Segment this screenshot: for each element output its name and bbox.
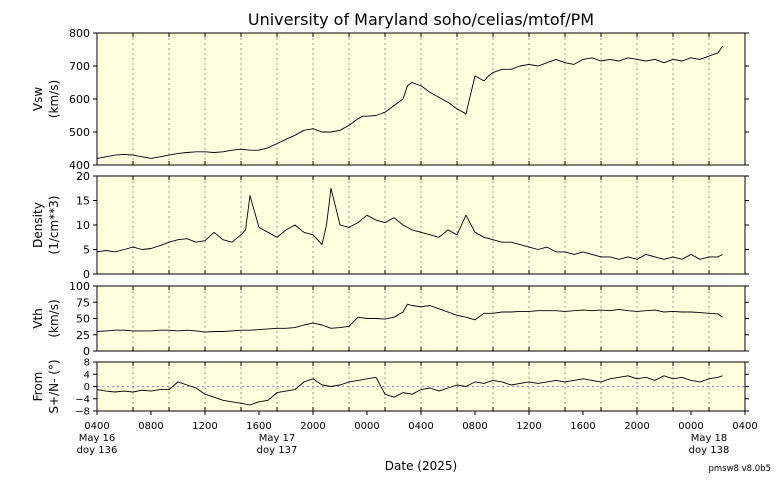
from-series-line bbox=[96, 375, 723, 406]
x-axis-label: Date (2025) bbox=[385, 459, 457, 473]
vsw-ylabel-line1: Vsw bbox=[31, 87, 45, 111]
xtick-label: 1200 bbox=[516, 421, 541, 432]
vsw-ytick-label: 600 bbox=[69, 93, 90, 106]
vth-ytick-label: 75 bbox=[76, 296, 90, 309]
vth-ytick-label: 50 bbox=[76, 313, 90, 326]
xtick-label: 0400 bbox=[732, 421, 757, 432]
xtick-label: 0800 bbox=[138, 421, 163, 432]
vsw-ytick-label: 800 bbox=[69, 27, 90, 40]
vsw-ytick-label: 400 bbox=[69, 159, 90, 172]
vsw-ytick-label: 500 bbox=[69, 126, 90, 139]
panel-density: 0 5 10 15 20 Density (1/cm**3) bbox=[31, 170, 749, 281]
xtick-label: 0000 bbox=[678, 421, 703, 432]
from-ytick-label: 0 bbox=[84, 382, 90, 393]
xtick-label: 0400 bbox=[84, 421, 109, 432]
vth-ytick-label: 25 bbox=[76, 329, 90, 342]
density-ylabel-line1: Density bbox=[31, 202, 45, 248]
vsw-ylabel: Vsw (km/s) bbox=[31, 80, 61, 118]
from-ytick-label: 8 bbox=[84, 358, 90, 369]
density-ylabel-line2: (1/cm**3) bbox=[47, 196, 61, 255]
day-doy-label: doy 136 bbox=[77, 445, 118, 456]
vsw-ytick-label: 700 bbox=[69, 60, 90, 73]
vth-ylabel-line2: (km/s) bbox=[47, 299, 61, 337]
day-doy-label: doy 138 bbox=[689, 445, 730, 456]
from-ytick-label: −8 bbox=[75, 407, 90, 418]
vth-ylabel-line1: Vth bbox=[31, 308, 45, 329]
xtick-label: 1600 bbox=[246, 421, 271, 432]
density-ytick-label: 10 bbox=[76, 219, 90, 232]
from-ylabel: From S+/N- (°) bbox=[31, 359, 61, 413]
panel-vsw: 400 500 600 700 800 Vsw (km/s) bbox=[31, 27, 749, 172]
day-date-label: May 18 bbox=[691, 433, 728, 444]
density-ytick-label: 5 bbox=[83, 244, 90, 257]
from-ytick-label: −4 bbox=[75, 394, 90, 405]
density-ytick-label: 0 bbox=[83, 268, 90, 281]
density-plot-area bbox=[97, 176, 745, 274]
vsw-series-line bbox=[96, 45, 723, 159]
xtick-label: 0800 bbox=[462, 421, 487, 432]
xtick-label: 1600 bbox=[570, 421, 595, 432]
vth-ytick-label: 100 bbox=[69, 280, 90, 293]
day-doy-label: doy 137 bbox=[257, 445, 298, 456]
version-label: pmsw8 v8.0b5 bbox=[708, 464, 771, 474]
xtick-label: 0000 bbox=[354, 421, 379, 432]
from-ylabel-line1: From bbox=[31, 372, 45, 402]
vth-ytick-label: 0 bbox=[83, 345, 90, 358]
vsw-ylabel-line2: (km/s) bbox=[47, 80, 61, 118]
vth-ylabel: Vth (km/s) bbox=[31, 299, 61, 337]
xtick-label: 1200 bbox=[192, 421, 217, 432]
xtick-label: 2000 bbox=[624, 421, 649, 432]
day-date-label: May 16 bbox=[79, 433, 116, 444]
density-series-line bbox=[96, 187, 723, 260]
from-ylabel-line2: S+/N- (°) bbox=[47, 359, 61, 413]
panel-vth: 0 25 50 75 100 Vth (km/s) bbox=[31, 280, 749, 358]
day-date-label: May 17 bbox=[259, 433, 296, 444]
density-ylabel: Density (1/cm**3) bbox=[31, 196, 61, 255]
from-ytick-label: 4 bbox=[84, 370, 90, 381]
vth-series-line bbox=[96, 303, 723, 333]
density-ytick-label: 20 bbox=[76, 170, 90, 183]
xtick-label: 0400 bbox=[408, 421, 433, 432]
xtick-label: 2000 bbox=[300, 421, 325, 432]
chart-title: University of Maryland soho/celias/mtof/… bbox=[248, 10, 594, 29]
density-ytick-label: 15 bbox=[76, 195, 90, 208]
x-axis: 0400 0800 1200 1600 2000 0000 0400 0800 1200 1600… bbox=[77, 411, 758, 456]
